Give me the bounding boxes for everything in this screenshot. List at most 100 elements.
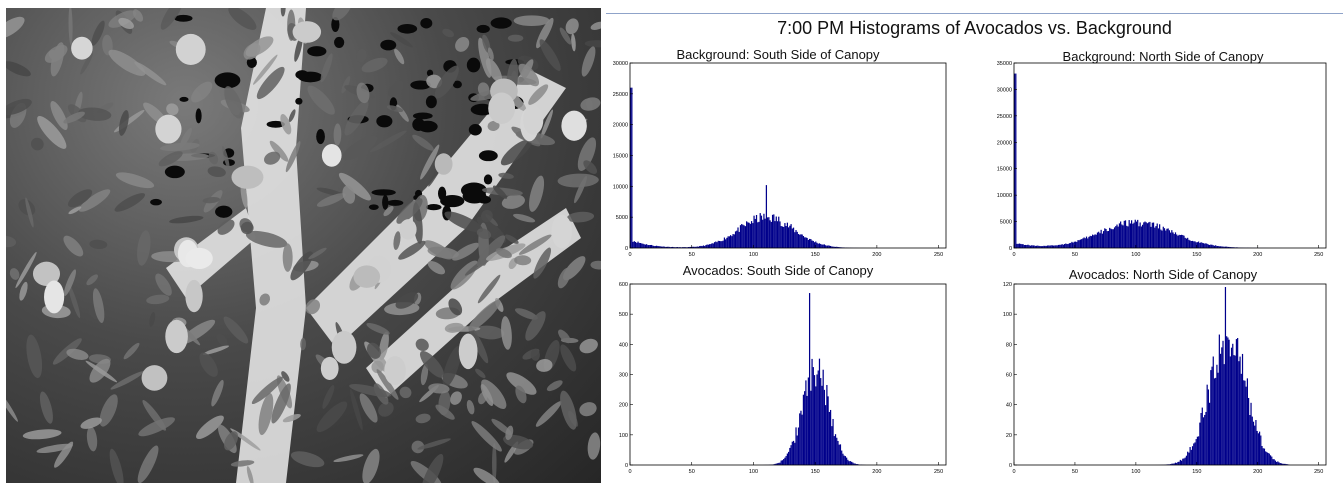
- histogram-bar: [798, 234, 799, 248]
- histogram-bar: [1183, 458, 1184, 465]
- histogram-bar: [1194, 241, 1195, 248]
- histogram-bar: [735, 231, 736, 248]
- histogram-bar: [1099, 233, 1100, 248]
- leaf-shape: [188, 78, 216, 106]
- avocado-shape: [400, 219, 417, 239]
- histogram-bar: [830, 410, 831, 465]
- histogram-bar: [1148, 222, 1149, 248]
- leaf-shape: [22, 428, 62, 441]
- histogram-bar: [1243, 380, 1244, 465]
- histogram-bar: [1213, 357, 1214, 465]
- histogram-bar: [786, 456, 787, 465]
- histogram-bar: [1231, 348, 1232, 465]
- histogram-bar: [1062, 244, 1063, 248]
- histogram-bar: [799, 413, 800, 465]
- leaf-shape: [6, 235, 17, 249]
- histogram-bar: [729, 236, 730, 248]
- canopy-gap: [484, 174, 492, 184]
- histogram-bar: [1246, 387, 1247, 465]
- x-tick-label: 100: [749, 469, 758, 475]
- histogram-bar: [1116, 225, 1117, 248]
- canopy-gap: [387, 200, 403, 206]
- histogram-bar: [1168, 228, 1169, 248]
- histogram-bar: [1208, 245, 1209, 248]
- avocado-shape: [71, 37, 92, 60]
- leaf-shape: [122, 341, 141, 361]
- histogram-bar: [1198, 436, 1199, 465]
- histogram-bar: [645, 245, 646, 248]
- histogram-bar: [1055, 245, 1056, 248]
- histogram-bar: [1226, 336, 1227, 465]
- histogram-bar: [1090, 236, 1091, 248]
- histogram-bar: [835, 434, 836, 465]
- leaf-shape: [85, 273, 100, 287]
- leaf-shape: [207, 150, 220, 165]
- histogram-bar: [1236, 339, 1237, 465]
- histogram-bar: [718, 241, 719, 248]
- histogram-bar: [813, 241, 814, 248]
- histogram-bar: [1083, 237, 1084, 248]
- histogram-bar: [1203, 417, 1204, 465]
- histogram-bar: [1149, 222, 1150, 248]
- histogram-bar: [1059, 245, 1060, 248]
- canopy-gap: [371, 189, 395, 195]
- leaf-shape: [313, 398, 352, 437]
- histogram-bar: [813, 367, 814, 465]
- histogram-bar: [804, 391, 805, 465]
- y-tick-label: 20000: [613, 123, 628, 129]
- histogram-bar: [782, 460, 783, 465]
- histogram-bar: [734, 234, 735, 248]
- histogram-bar: [1199, 243, 1200, 248]
- leaf-shape: [283, 243, 293, 271]
- histogram-bar: [1191, 450, 1192, 465]
- canopy-gap: [196, 108, 202, 123]
- canopy-gap: [334, 37, 344, 48]
- histogram-bar: [1135, 220, 1136, 248]
- histogram-bar: [810, 239, 811, 248]
- histogram-bar: [1225, 287, 1226, 465]
- histogram-bar: [836, 438, 837, 465]
- leaf-shape: [508, 35, 523, 42]
- histogram-bar: [1258, 433, 1259, 465]
- canopy-gap: [418, 121, 438, 133]
- leaf-shape: [394, 103, 410, 123]
- leaf-shape: [579, 45, 598, 78]
- histogram-bar: [1098, 232, 1099, 248]
- histogram-bar: [1194, 442, 1195, 465]
- histogram-bar: [814, 375, 815, 465]
- leaf-shape: [365, 321, 391, 337]
- histogram-bar: [761, 216, 762, 248]
- histogram-bar: [762, 220, 763, 248]
- histogram-bar: [1172, 232, 1173, 248]
- canopy-gap: [215, 72, 241, 88]
- histogram-bar: [1021, 244, 1022, 248]
- histogram-bar: [1158, 228, 1159, 248]
- histogram-bar: [794, 443, 795, 465]
- histogram-bar: [828, 396, 829, 465]
- histogram-bar: [1238, 361, 1239, 465]
- leaf-shape: [545, 378, 564, 393]
- y-tick-label: 100: [619, 433, 628, 439]
- histogram-bar: [1087, 238, 1088, 248]
- histogram-bar: [820, 378, 821, 465]
- histogram-bar: [1202, 408, 1203, 465]
- histogram-bar: [773, 214, 774, 248]
- histogram-bar: [1179, 235, 1180, 248]
- histogram-bar: [1233, 355, 1234, 465]
- histogram-bar: [1094, 234, 1095, 248]
- histogram-bar: [1183, 236, 1184, 248]
- histogram-bar: [1186, 239, 1187, 248]
- histogram-bar: [755, 219, 756, 248]
- x-tick-label: 50: [689, 252, 695, 258]
- histogram-bar: [715, 242, 716, 248]
- histogram-bar: [779, 221, 780, 248]
- histogram-bar: [808, 240, 809, 248]
- leaf-shape: [452, 34, 472, 54]
- histogram-bar: [750, 224, 751, 248]
- histogram-bar: [1130, 223, 1131, 248]
- histogram-bar: [1192, 241, 1193, 248]
- avocado-shape: [435, 153, 453, 175]
- leaf-shape: [500, 316, 513, 351]
- histogram-bar: [1142, 225, 1143, 248]
- leaf-shape: [86, 426, 99, 452]
